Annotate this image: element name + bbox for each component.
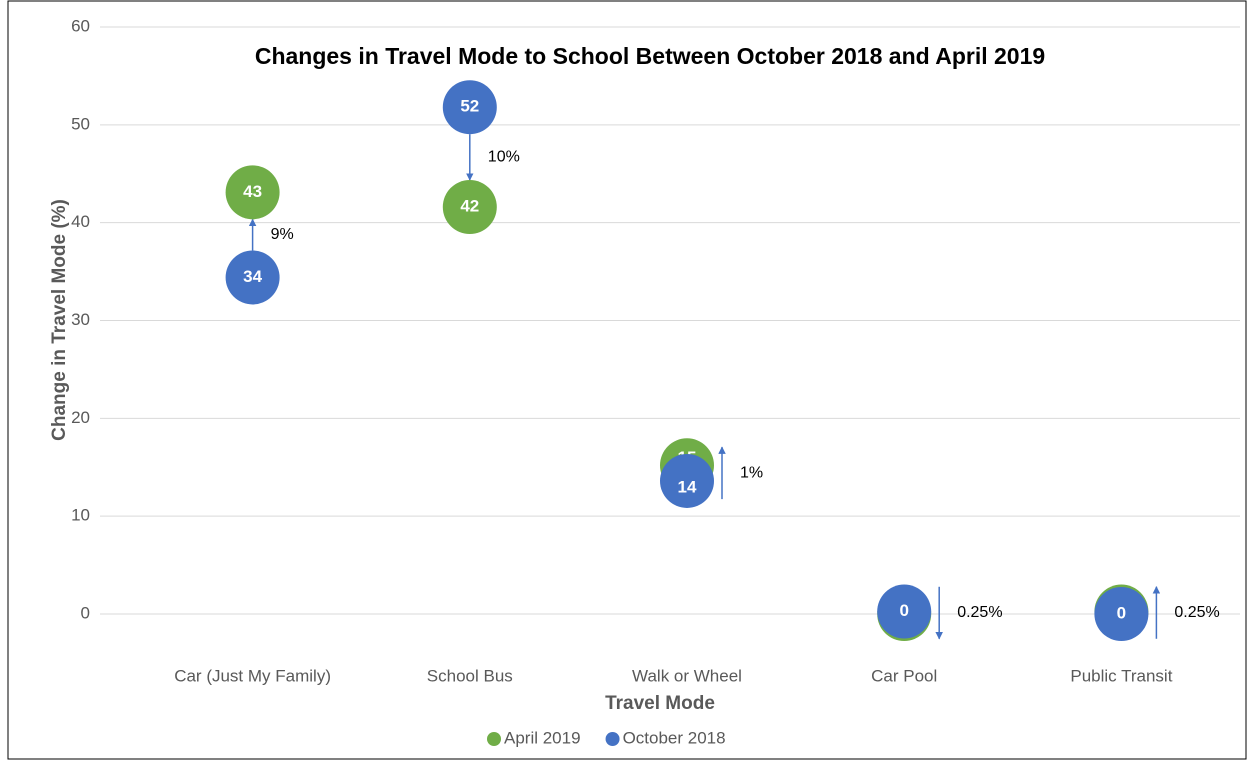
x-tick-label: Public Transit [1070, 666, 1172, 685]
data-label: 42 [460, 196, 479, 215]
y-tick-label: 40 [71, 212, 90, 231]
change-annotation: 1% [740, 464, 763, 481]
y-tick-label: 10 [71, 506, 90, 525]
legend-label: October 2018 [623, 728, 726, 747]
legend-label: April 2019 [504, 728, 581, 747]
data-label: 52 [460, 97, 479, 116]
y-axis-title: Change in Travel Mode (%) [49, 199, 70, 441]
data-label: 14 [678, 477, 697, 496]
legend-swatch [605, 732, 620, 746]
dot [442, 180, 497, 235]
y-tick-label: 60 [71, 16, 90, 35]
chart-title: Changes in Travel Mode to School Between… [255, 43, 1045, 69]
data-label: 34 [243, 267, 262, 286]
y-tick-label: 20 [71, 408, 90, 427]
change-annotation: 9% [271, 226, 294, 243]
x-tick-label: School Bus [427, 666, 513, 685]
data-label: 43 [243, 182, 262, 201]
x-axis-title: Travel Mode [605, 693, 715, 714]
y-tick-label: 50 [71, 114, 90, 133]
x-tick-label: Car Pool [871, 666, 937, 685]
change-annotation: 10% [488, 148, 520, 165]
y-tick-label: 0 [81, 603, 90, 622]
dot [660, 453, 714, 508]
dot [225, 250, 280, 305]
data-label: 0 [1117, 603, 1126, 622]
dot [1094, 587, 1149, 641]
dot [442, 80, 497, 135]
data-label: 0 [899, 601, 908, 620]
legend-swatch [487, 732, 501, 746]
y-tick-label: 30 [71, 310, 90, 329]
x-tick-label: Car (Just My Family) [174, 666, 331, 685]
dot [225, 165, 280, 220]
x-tick-label: Walk or Wheel [632, 666, 742, 685]
change-annotation: 0.25% [1174, 604, 1219, 621]
change-annotation: 0.25% [957, 604, 1002, 621]
frame [7, 0, 1247, 760]
dot [877, 584, 932, 639]
